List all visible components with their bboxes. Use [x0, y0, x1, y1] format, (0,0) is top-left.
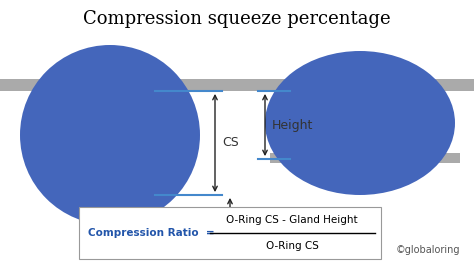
Text: ©globaloring: ©globaloring	[395, 245, 460, 255]
Bar	[270, 153, 460, 163]
Text: O-Ring CS - Gland Height: O-Ring CS - Gland Height	[226, 215, 358, 225]
Text: Compression Ratio  =: Compression Ratio =	[88, 228, 215, 238]
Ellipse shape	[20, 45, 200, 225]
FancyBboxPatch shape	[79, 207, 381, 259]
Ellipse shape	[265, 51, 455, 195]
Text: Compression Squeeze: Compression Squeeze	[236, 208, 344, 218]
Text: Compression squeeze percentage: Compression squeeze percentage	[83, 10, 391, 28]
Text: CS: CS	[222, 136, 239, 149]
Text: Height: Height	[272, 119, 313, 132]
Bar	[0, 79, 474, 91]
Text: O-Ring CS: O-Ring CS	[265, 241, 319, 251]
